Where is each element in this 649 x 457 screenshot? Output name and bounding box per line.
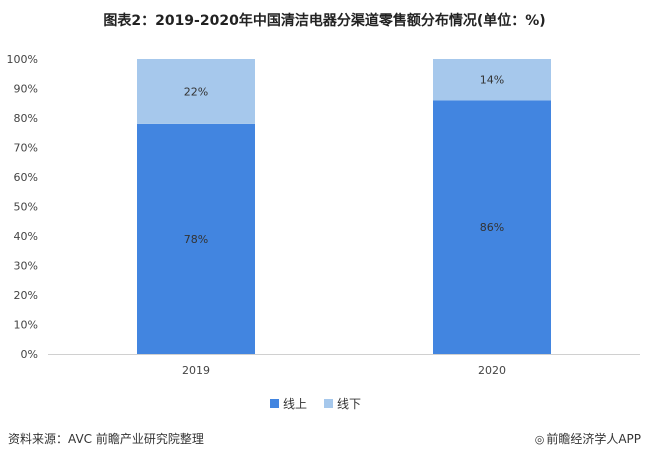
bar-group: 78% 22% 86% 14% [137, 59, 551, 355]
y-tick-label: 90% [14, 83, 38, 96]
legend-swatch [324, 399, 333, 408]
x-tick-label: 2019 [182, 364, 210, 377]
legend: 线上 线下 [270, 397, 361, 411]
y-tick-label: 20% [14, 289, 38, 302]
legend-label: 线上 [283, 397, 307, 411]
x-tick-label: 2020 [478, 364, 506, 377]
bar-segment-online [137, 123, 255, 355]
y-tick-label: 60% [14, 171, 38, 184]
legend-label: 线下 [337, 397, 361, 411]
y-tick-label: 0% [21, 348, 38, 361]
bar-segment-offline [433, 59, 551, 101]
y-tick-label: 50% [14, 201, 38, 214]
data-label: 14% [480, 74, 504, 87]
y-axis: 0% 10% 20% 30% 40% 50% 60% 70% 80% 90% 100% [7, 53, 38, 361]
y-tick-label: 100% [7, 53, 38, 66]
y-tick-label: 40% [14, 230, 38, 243]
y-tick-label: 70% [14, 142, 38, 155]
data-label: 86% [480, 221, 504, 234]
y-tick-label: 80% [14, 112, 38, 125]
x-axis: 2019 2020 [48, 354, 640, 377]
y-tick-label: 10% [14, 319, 38, 332]
chart-title: 图表2：2019-2020年中国清洁电器分渠道零售额分布情况(单位：%) [103, 13, 546, 29]
bar-segment-offline [137, 59, 255, 124]
y-tick-label: 30% [14, 260, 38, 273]
data-label: 78% [184, 233, 208, 246]
legend-swatch [270, 399, 279, 408]
data-label: 22% [184, 85, 208, 98]
globe-icon: ◎ [534, 433, 545, 446]
source-note: 资料来源：AVC 前瞻产业研究院整理 [8, 432, 204, 446]
brand-label: ◎ 前瞻经济学人APP [535, 430, 641, 447]
bar-segment-online [433, 100, 551, 354]
brand-text: 前瞻经济学人APP [546, 432, 641, 446]
